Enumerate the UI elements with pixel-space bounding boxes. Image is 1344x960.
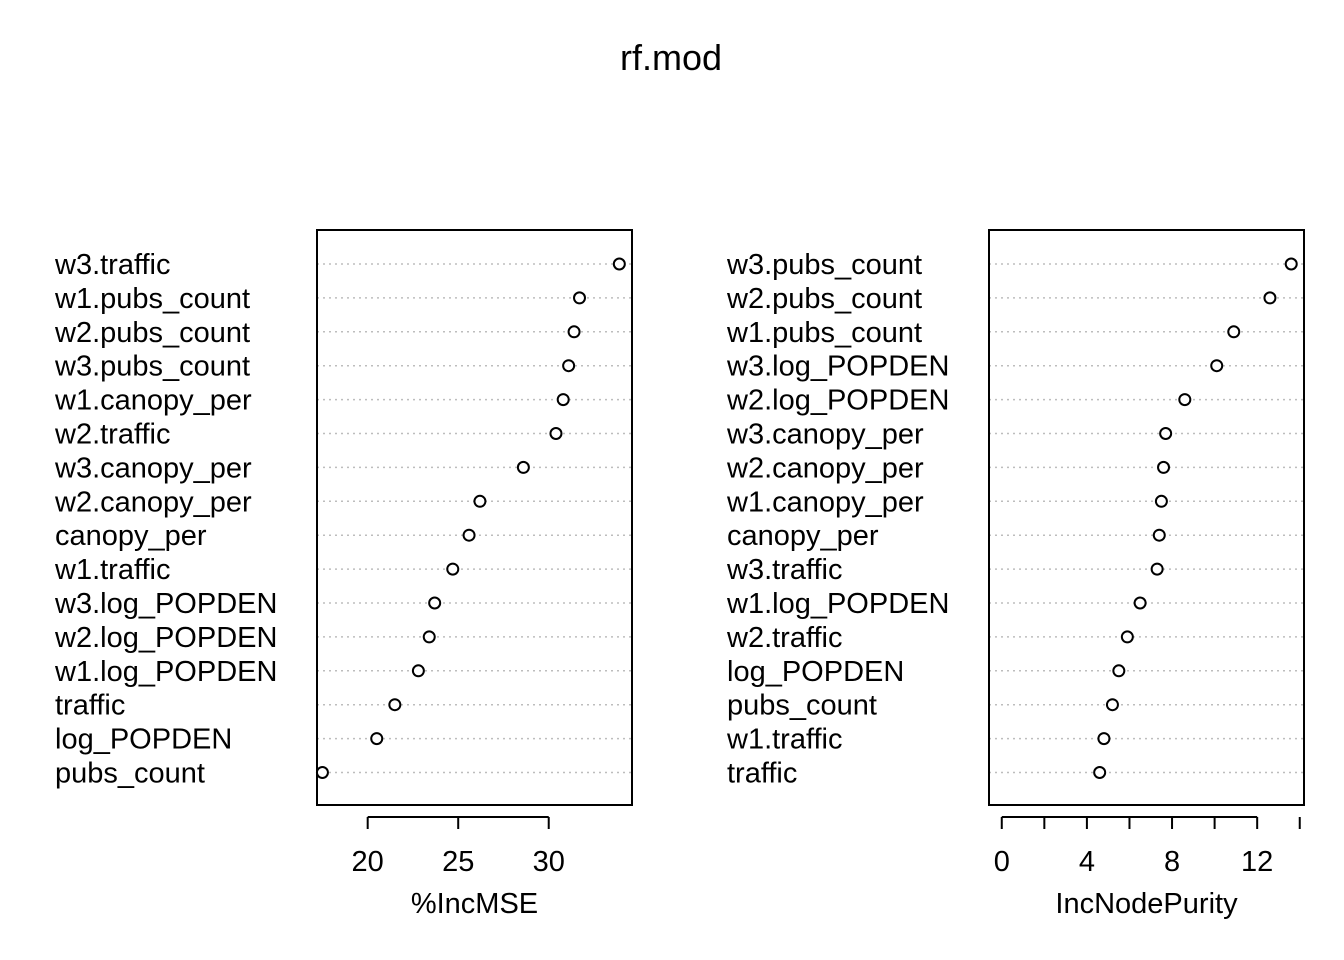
variable-label: w1.pubs_count bbox=[54, 283, 250, 315]
data-point bbox=[1120, 630, 1134, 644]
variable-label: w2.pubs_count bbox=[54, 317, 250, 349]
x-tick-label: 8 bbox=[1164, 846, 1180, 878]
data-point bbox=[1112, 664, 1126, 678]
data-point bbox=[1178, 393, 1192, 407]
data-point bbox=[462, 528, 476, 542]
data-point bbox=[1227, 325, 1241, 339]
data-point bbox=[1210, 359, 1224, 373]
variable-label: w3.traffic bbox=[54, 249, 171, 281]
data-point bbox=[1105, 698, 1119, 712]
panel-incnodepurity: w3.pubs_countw2.pubs_countw1.pubs_countw… bbox=[726, 229, 1305, 920]
variable-label: canopy_per bbox=[727, 520, 879, 552]
x-tick-label: 12 bbox=[1241, 846, 1273, 878]
data-point bbox=[1159, 427, 1173, 440]
variable-label: w1.log_POPDEN bbox=[54, 656, 277, 688]
data-point bbox=[516, 460, 530, 474]
variable-label: canopy_per bbox=[55, 520, 207, 552]
data-point bbox=[1133, 596, 1147, 610]
variable-label: w2.traffic bbox=[726, 622, 843, 654]
data-point bbox=[573, 291, 586, 305]
x-tick-label: 30 bbox=[533, 846, 565, 878]
x-axis-label: %IncMSE bbox=[411, 888, 538, 920]
data-point bbox=[411, 664, 425, 678]
data-point bbox=[1154, 494, 1168, 508]
data-point bbox=[1152, 528, 1166, 542]
variable-label: log_POPDEN bbox=[55, 724, 232, 756]
variable-label: w2.traffic bbox=[54, 419, 171, 451]
variable-label: w3.traffic bbox=[726, 554, 843, 586]
data-point bbox=[1097, 732, 1111, 746]
data-point bbox=[1150, 562, 1164, 576]
x-tick-label: 4 bbox=[1079, 846, 1095, 878]
variable-label: w1.log_POPDEN bbox=[726, 588, 949, 620]
data-point bbox=[473, 494, 487, 508]
data-point bbox=[446, 562, 460, 576]
chart-title: rf.mod bbox=[620, 37, 722, 78]
data-point bbox=[422, 630, 436, 644]
variable-label: w2.canopy_per bbox=[54, 486, 252, 518]
data-point bbox=[388, 698, 402, 712]
data-point bbox=[428, 596, 442, 610]
variable-label: w2.canopy_per bbox=[726, 452, 924, 484]
variable-label: pubs_count bbox=[727, 690, 877, 722]
variable-label: w1.canopy_per bbox=[54, 385, 252, 417]
variable-label: w2.log_POPDEN bbox=[726, 385, 949, 417]
variable-label: w2.log_POPDEN bbox=[54, 622, 277, 654]
x-tick-label: 0 bbox=[994, 846, 1010, 878]
data-point bbox=[1157, 460, 1171, 474]
variable-label: w3.pubs_count bbox=[54, 351, 250, 383]
variable-label: log_POPDEN bbox=[727, 656, 904, 688]
variable-label: traffic bbox=[55, 690, 125, 722]
variable-label: w3.canopy_per bbox=[726, 419, 924, 451]
plot-frame bbox=[316, 229, 633, 806]
variable-label: w3.log_POPDEN bbox=[726, 351, 949, 383]
variable-label: traffic bbox=[727, 758, 797, 790]
variable-label: w1.canopy_per bbox=[726, 486, 924, 518]
data-point bbox=[370, 732, 384, 746]
data-point bbox=[562, 359, 576, 373]
data-point bbox=[1284, 257, 1298, 271]
variable-label: w3.log_POPDEN bbox=[54, 588, 277, 620]
variable-label: w2.pubs_count bbox=[726, 283, 922, 315]
data-point bbox=[567, 325, 581, 339]
data-point bbox=[612, 257, 626, 271]
variable-label: w3.pubs_count bbox=[726, 249, 922, 281]
data-point bbox=[315, 766, 329, 779]
variable-label: w1.pubs_count bbox=[726, 317, 922, 349]
x-axis-label: IncNodePurity bbox=[1055, 888, 1238, 920]
variable-label: w1.traffic bbox=[54, 554, 171, 586]
plot-frame bbox=[988, 229, 1305, 806]
data-point bbox=[1263, 291, 1277, 305]
variable-label: w1.traffic bbox=[726, 724, 843, 756]
x-tick-label: 25 bbox=[442, 846, 474, 878]
x-tick-label: 20 bbox=[352, 846, 384, 878]
data-point bbox=[549, 427, 563, 440]
data-point bbox=[556, 393, 570, 407]
variable-label: w3.canopy_per bbox=[54, 452, 252, 484]
variable-label: pubs_count bbox=[55, 758, 205, 790]
data-point bbox=[1093, 766, 1107, 779]
panel-incmse: w3.trafficw1.pubs_countw2.pubs_countw3.p… bbox=[54, 229, 633, 920]
